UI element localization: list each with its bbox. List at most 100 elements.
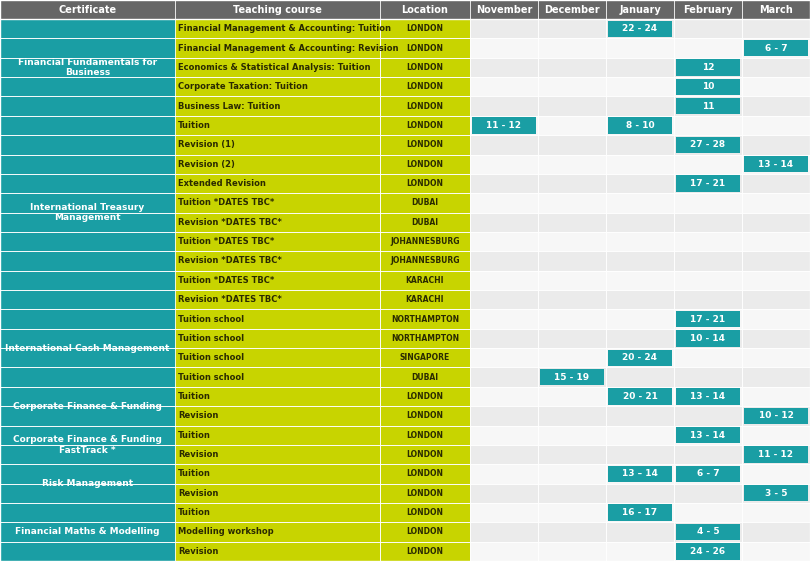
Bar (538, 38, 606, 58)
Bar (175, 0, 380, 19)
Text: JOHANNESBURG: JOHANNESBURG (390, 256, 460, 265)
Bar (470, 445, 538, 464)
Text: Certificate: Certificate (58, 4, 117, 15)
Bar (538, 232, 606, 251)
Bar (380, 541, 470, 561)
Bar (606, 213, 674, 232)
Bar (674, 154, 742, 174)
Bar (606, 445, 674, 464)
Text: LONDON: LONDON (407, 140, 444, 149)
Bar (742, 96, 810, 116)
Bar (742, 116, 810, 135)
Bar (676, 543, 740, 559)
Text: 11 - 12: 11 - 12 (487, 121, 522, 130)
Bar (470, 329, 538, 348)
Bar (674, 0, 742, 19)
Bar (674, 387, 742, 406)
Bar (674, 96, 742, 116)
Bar (175, 77, 380, 96)
Text: International Cash Management: International Cash Management (6, 343, 169, 352)
Bar (674, 503, 742, 522)
Bar (0, 329, 175, 348)
Text: Tuition *DATES TBC*: Tuition *DATES TBC* (178, 276, 275, 285)
Bar (380, 0, 470, 19)
Bar (470, 387, 538, 406)
Bar (742, 193, 810, 213)
Bar (0, 464, 175, 484)
Bar (676, 466, 740, 482)
Bar (606, 174, 674, 193)
Bar (380, 484, 470, 503)
Bar (606, 464, 674, 484)
Bar (380, 116, 470, 135)
Bar (538, 541, 606, 561)
Bar (538, 0, 606, 19)
Bar (470, 367, 538, 387)
Bar (0, 174, 175, 193)
Bar (380, 387, 470, 406)
Bar (674, 484, 742, 503)
Bar (470, 58, 538, 77)
Text: Revision *DATES TBC*: Revision *DATES TBC* (178, 218, 282, 227)
Bar (606, 135, 674, 154)
Bar (608, 504, 672, 521)
Text: LONDON: LONDON (407, 450, 444, 459)
Text: 11 - 12: 11 - 12 (758, 450, 794, 459)
Bar (538, 116, 606, 135)
Bar (175, 232, 380, 251)
Bar (742, 367, 810, 387)
Text: 20 - 21: 20 - 21 (623, 392, 658, 401)
Bar (606, 425, 674, 445)
Bar (538, 329, 606, 348)
Text: 6 - 7: 6 - 7 (697, 470, 719, 479)
Bar (742, 464, 810, 484)
Text: Risk Management: Risk Management (42, 479, 133, 488)
Bar (380, 367, 470, 387)
Text: Location: Location (402, 4, 449, 15)
Bar (538, 367, 606, 387)
Bar (608, 21, 672, 37)
Text: 10 - 12: 10 - 12 (758, 411, 794, 420)
Bar (538, 484, 606, 503)
Text: LONDON: LONDON (407, 411, 444, 420)
Bar (676, 98, 740, 114)
Bar (175, 270, 380, 290)
Bar (175, 464, 380, 484)
Text: 16 - 17: 16 - 17 (622, 508, 658, 517)
Bar (0, 0, 175, 19)
Bar (674, 174, 742, 193)
Bar (606, 367, 674, 387)
Bar (538, 135, 606, 154)
Bar (742, 290, 810, 309)
Bar (538, 290, 606, 309)
Bar (744, 485, 808, 502)
Text: LONDON: LONDON (407, 160, 444, 169)
Text: Revision: Revision (178, 489, 219, 498)
Bar (0, 445, 175, 464)
Bar (380, 309, 470, 329)
Bar (538, 425, 606, 445)
Bar (676, 79, 740, 95)
Text: Tuition: Tuition (178, 508, 211, 517)
Bar (175, 290, 380, 309)
Text: December: December (544, 4, 600, 15)
Bar (380, 290, 470, 309)
Bar (380, 522, 470, 541)
Bar (175, 484, 380, 503)
Bar (538, 348, 606, 367)
Text: Corporate Finance & Funding FastTrack *: Corporate Finance & Funding FastTrack * (13, 435, 162, 454)
Bar (0, 425, 175, 445)
Bar (606, 541, 674, 561)
Bar (470, 19, 538, 38)
Bar (538, 270, 606, 290)
Bar (380, 503, 470, 522)
Bar (742, 38, 810, 58)
Bar (674, 58, 742, 77)
Text: LONDON: LONDON (407, 508, 444, 517)
Text: Revision *DATES TBC*: Revision *DATES TBC* (178, 295, 282, 304)
Text: DUBAI: DUBAI (411, 373, 438, 381)
Bar (608, 466, 672, 482)
Bar (676, 524, 740, 540)
Bar (742, 522, 810, 541)
Bar (742, 503, 810, 522)
